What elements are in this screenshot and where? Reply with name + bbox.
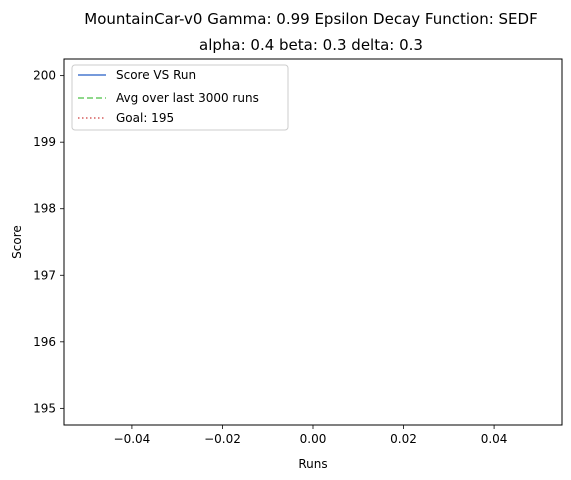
y-tick-label: 195 <box>33 401 56 415</box>
y-axis-label: Score <box>10 225 24 259</box>
y-tick-label: 198 <box>33 202 56 216</box>
legend-label-goal: Goal: 195 <box>116 111 174 125</box>
x-tick-label: −0.04 <box>114 432 151 446</box>
y-tick-label: 200 <box>33 69 56 83</box>
x-axis-label: Runs <box>298 457 327 471</box>
y-tick-label: 196 <box>33 335 56 349</box>
x-tick-label: 0.04 <box>481 432 508 446</box>
x-axis-ticks: −0.04 −0.02 0.00 0.02 0.04 <box>114 425 508 446</box>
chart-title-line2: alpha: 0.4 beta: 0.3 delta: 0.3 <box>199 36 423 54</box>
y-axis-ticks: 195 196 197 198 199 200 <box>33 69 64 415</box>
y-tick-label: 199 <box>33 135 56 149</box>
x-tick-label: 0.02 <box>390 432 417 446</box>
chart-title-line1: MountainCar-v0 Gamma: 0.99 Epsilon Decay… <box>84 10 537 28</box>
legend: Score VS Run Avg over last 3000 runs Goa… <box>71 64 289 131</box>
y-tick-label: 197 <box>33 268 56 282</box>
x-tick-label: −0.02 <box>204 432 241 446</box>
legend-label-avg: Avg over last 3000 runs <box>116 91 259 105</box>
legend-box <box>71 64 289 131</box>
x-tick-label: 0.00 <box>300 432 327 446</box>
legend-label-score: Score VS Run <box>116 68 196 82</box>
plot-area-frame <box>63 58 563 426</box>
